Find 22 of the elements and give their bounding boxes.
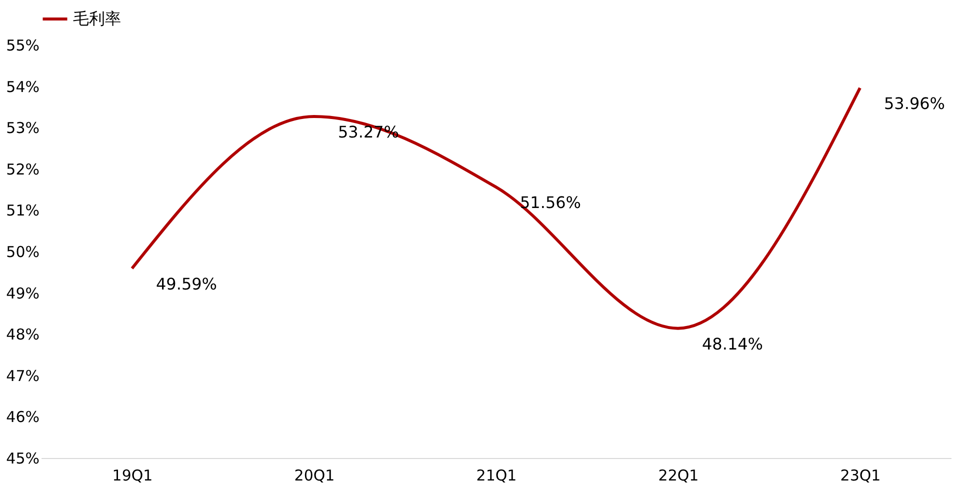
legend-label: 毛利率 bbox=[73, 9, 121, 28]
y-tick-label: 48% bbox=[6, 326, 40, 344]
data-label: 51.56% bbox=[520, 193, 582, 212]
x-tick-label: 19Q1 bbox=[112, 466, 153, 484]
y-tick-label: 54% bbox=[6, 78, 40, 96]
x-tick-label: 22Q1 bbox=[658, 466, 699, 484]
y-tick-label: 46% bbox=[6, 408, 40, 426]
y-tick-label: 55% bbox=[6, 36, 40, 54]
y-tick-label: 47% bbox=[6, 366, 40, 385]
data-label: 49.59% bbox=[156, 274, 218, 294]
y-tick-label: 45% bbox=[6, 450, 40, 468]
y-tick-label: 49% bbox=[6, 284, 40, 302]
x-tick-label: 21Q1 bbox=[476, 466, 517, 484]
y-tick-label: 51% bbox=[6, 202, 40, 220]
y-tick-label: 53% bbox=[6, 119, 40, 138]
data-label: 48.14% bbox=[702, 334, 764, 354]
x-tick-label: 20Q1 bbox=[294, 466, 335, 484]
y-tick-label: 50% bbox=[6, 243, 40, 261]
y-tick-label: 52% bbox=[6, 160, 40, 178]
x-tick-label: 23Q1 bbox=[840, 466, 881, 484]
line-series bbox=[130, 86, 862, 330]
data-label: 53.96% bbox=[884, 94, 946, 113]
